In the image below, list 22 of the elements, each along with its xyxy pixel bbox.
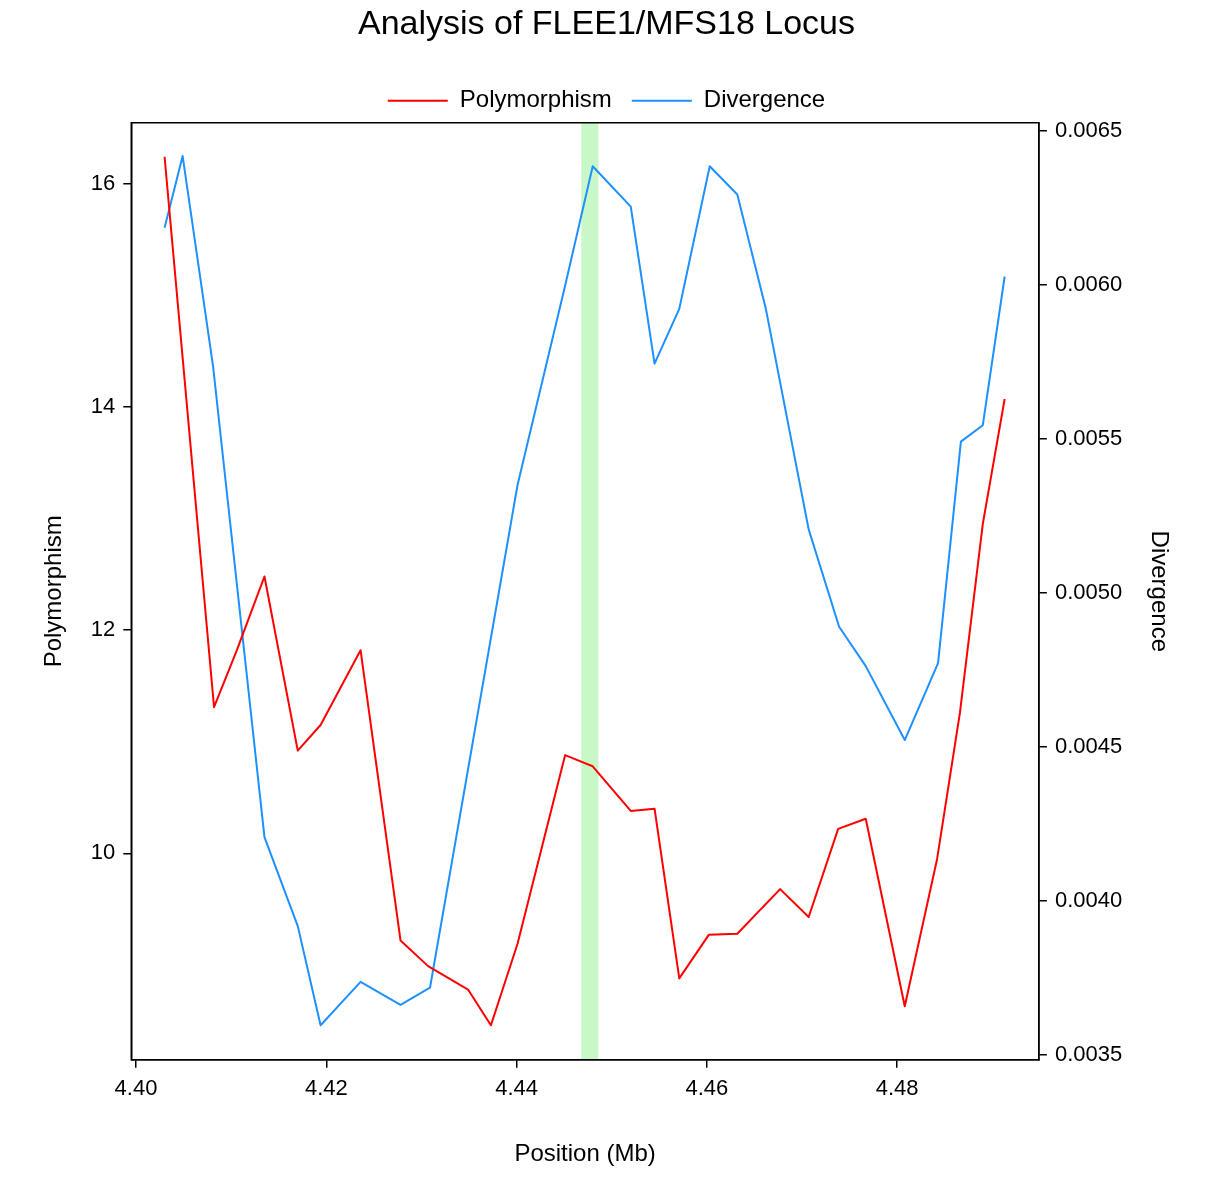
y2-tick-label: 0.0040 [1054, 886, 1123, 912]
legend-label: Polymorphism [459, 85, 612, 113]
legend-label: Divergence [703, 85, 826, 113]
x-tick-label: 4.48 [875, 1075, 919, 1101]
y2-tick-label: 0.0050 [1054, 578, 1123, 604]
x-tick-label: 4.42 [304, 1075, 348, 1101]
y2-tick-label: 0.0035 [1054, 1040, 1123, 1066]
y-tick-label: 16 [90, 169, 116, 195]
x-axis-title: Position (Mb) [514, 1139, 656, 1167]
y2-tick-label: 0.0045 [1054, 732, 1123, 758]
y2-tick-label: 0.0060 [1054, 270, 1123, 296]
chart-title: Analysis of FLEE1/MFS18 Locus [357, 2, 856, 41]
y-tick-label: 12 [90, 616, 116, 642]
y2-tick-label: 0.0065 [1054, 116, 1123, 142]
y-tick-label: 14 [90, 392, 116, 418]
y2-axis-title: Divergence [1146, 530, 1174, 652]
x-tick-label: 4.46 [685, 1075, 729, 1101]
y-axis-title: Polymorphism [39, 515, 67, 668]
y-tick-label: 10 [90, 839, 116, 865]
x-tick-label: 4.44 [495, 1075, 538, 1101]
y2-tick-label: 0.0055 [1054, 424, 1123, 450]
x-tick-label: 4.40 [114, 1075, 158, 1101]
